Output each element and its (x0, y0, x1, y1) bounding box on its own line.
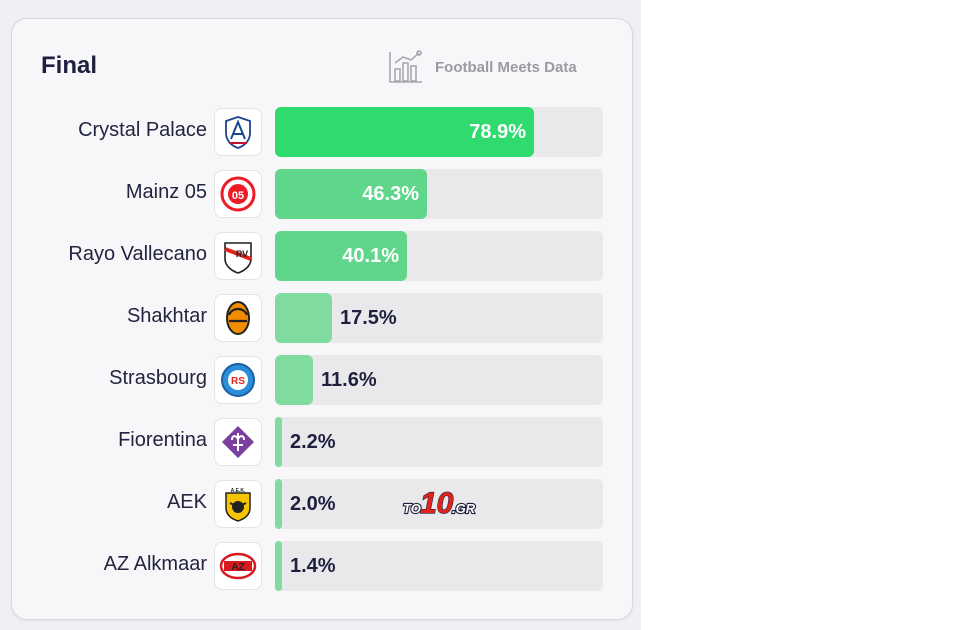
team-name: AEK (166, 491, 207, 513)
probability-card: Final Football Meets Data Crystal Palace… (11, 18, 633, 620)
bar (275, 107, 534, 157)
bar-row: Rayo Vallecano RV 40.1% (12, 231, 632, 283)
bar-track: 40.1% (275, 231, 603, 281)
bar-track: 78.9% (275, 107, 603, 157)
rayo-vallecano-crest-icon: RV (224, 242, 252, 274)
bar-value-label: 46.3% (362, 183, 419, 205)
bar (275, 231, 407, 281)
svg-text:05: 05 (232, 190, 244, 202)
team-logo: A.E.K. (214, 480, 262, 528)
team-name: Crystal Palace (78, 119, 207, 141)
shakhtar-crest-icon (226, 301, 250, 335)
bar (275, 479, 282, 529)
bar-row: Crystal Palace 78.9% (12, 107, 632, 159)
team-logo (214, 418, 262, 466)
team-name: Rayo Vallecano (68, 243, 207, 265)
bar-row: AEK A.E.K. 2.0% (12, 479, 632, 531)
aek-crest-icon: A.E.K. (225, 488, 251, 522)
bar-track: 2.0% (275, 479, 603, 529)
svg-text:AZ: AZ (231, 562, 244, 573)
bar (275, 169, 427, 219)
brand-text: Football Meets Data (435, 58, 577, 76)
bar-value-label: 17.5% (340, 307, 397, 329)
team-logo: 05 (214, 170, 262, 218)
bar-value-label: 78.9% (469, 121, 526, 143)
watermark-prefix: TO (403, 501, 421, 516)
bar (275, 417, 282, 467)
bar-track: 17.5% (275, 293, 603, 343)
team-name: Fiorentina (118, 429, 207, 451)
az-alkmaar-crest-icon: AZ (219, 552, 257, 580)
watermark-number: 10 (420, 488, 454, 518)
team-logo: RS (214, 356, 262, 404)
bar-track: 1.4% (275, 541, 603, 591)
bar-track: 11.6% (275, 355, 603, 405)
fiorentina-crest-icon (222, 426, 254, 458)
team-name: AZ Alkmaar (103, 553, 207, 575)
svg-text:RV: RV (236, 249, 248, 259)
card-title: Final (41, 52, 98, 79)
team-logo: RV (214, 232, 262, 280)
bar-value-label: 2.2% (290, 431, 336, 453)
bar-row: Mainz 05 05 46.3% (12, 169, 632, 221)
bar-value-label: 1.4% (290, 555, 336, 577)
bar-chart-icon (389, 50, 422, 83)
brand: Football Meets Data (387, 49, 577, 85)
bar-row: Fiorentina 2.2% (12, 417, 632, 469)
strasbourg-crest-icon: RS (221, 363, 255, 397)
bar-row: Strasbourg RS 11.6% (12, 355, 632, 407)
svg-text:RS: RS (231, 376, 245, 387)
bar (275, 355, 313, 405)
bar-track: 2.2% (275, 417, 603, 467)
bar-value-label: 2.0% (290, 493, 336, 515)
mainz-05-crest-icon: 05 (220, 176, 256, 212)
crystal-palace-crest-icon (225, 116, 251, 149)
bar-value-label: 40.1% (342, 245, 399, 267)
team-logo: AZ (214, 542, 262, 590)
team-name: Shakhtar (126, 305, 207, 327)
team-logo (214, 108, 262, 156)
bar (275, 293, 332, 343)
bar (275, 541, 282, 591)
team-logo (214, 294, 262, 342)
bar-value-label: 11.6% (321, 369, 377, 391)
bar-row: Shakhtar 17.5% (12, 293, 632, 345)
team-name: Strasbourg (109, 367, 207, 389)
bar-row: AZ Alkmaar AZ 1.4% (12, 541, 632, 593)
svg-text:A.E.K.: A.E.K. (231, 488, 246, 494)
bar-track: 46.3% (275, 169, 603, 219)
team-name: Mainz 05 (125, 181, 207, 203)
watermark-suffix: .GR (452, 501, 476, 516)
watermark: TO 10 .GR (402, 486, 484, 523)
